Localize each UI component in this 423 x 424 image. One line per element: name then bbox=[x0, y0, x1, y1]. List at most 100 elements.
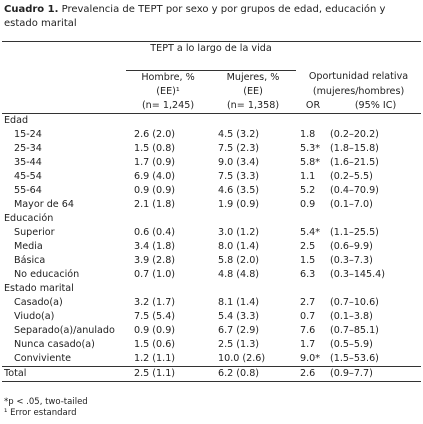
cell: 0.6 (0.4) bbox=[134, 226, 176, 238]
cell: 1.8 bbox=[300, 128, 316, 140]
table-row: Básica 3.9 (2.8) 5.8 (2.0) 1.5 (0.3–7.3) bbox=[2, 254, 421, 268]
cell: 1.1 bbox=[300, 170, 316, 182]
cell bbox=[2, 56, 126, 70]
cell: 2.5 (1.1) bbox=[126, 365, 210, 381]
cell: 1.7 bbox=[300, 338, 316, 350]
table-row: 55-64 0.9 (0.9) 4.6 (3.5) 5.2 (0.4–70.9) bbox=[2, 184, 421, 198]
table-row: (EE)¹ (EE) (mujeres/hombres) bbox=[2, 85, 421, 99]
table-row: No educación 0.7 (1.0) 4.8 (4.8) 6.3 (0.3–14… bbox=[2, 268, 421, 282]
cell: 3.9 (2.8) bbox=[134, 254, 176, 266]
table-row: Conviviente 1.2 (1.1) 10.0 (2.6) 9.0* (1.5–5… bbox=[2, 352, 421, 367]
cell: 5.3* bbox=[300, 142, 321, 154]
column-header: Mujeres, % bbox=[226, 71, 280, 83]
table-row: Superior 0.6 (0.4) 3.0 (1.2) 5.4* (1.1–25.5) bbox=[2, 226, 421, 240]
cell: 2.5 bbox=[300, 240, 316, 252]
cell: 5.4* bbox=[300, 226, 321, 238]
row-label: Total bbox=[2, 365, 126, 381]
row-label: 35-44 bbox=[14, 156, 42, 168]
row-label: Casado(a) bbox=[14, 296, 63, 308]
table-row: 25-34 1.5 (0.8) 7.5 (2.3) 5.3* (1.8–15.8) bbox=[2, 142, 421, 156]
cell: 7.5 (2.3) bbox=[218, 142, 260, 154]
section-header: Estado marital bbox=[4, 282, 74, 294]
title: Cuadro 1. Prevalencia de TEPT por sexo y… bbox=[4, 3, 420, 31]
table-row: Viudo(a) 7.5 (5.4) 5.4 (3.3) 0.7 (0.1–3.8) bbox=[2, 310, 421, 324]
cell: 1.7 (0.9) bbox=[134, 156, 176, 168]
cell: 3.4 (1.8) bbox=[134, 240, 176, 252]
cell: (0.1–3.8) bbox=[330, 310, 373, 322]
cell: 6.2 (0.8) bbox=[210, 365, 297, 381]
footnote: ¹ Error estandard bbox=[4, 408, 77, 418]
row-label: Mayor de 64 bbox=[14, 198, 74, 210]
cell bbox=[2, 99, 126, 114]
row-label: No educación bbox=[14, 268, 80, 280]
cell: 0.9 (0.9) bbox=[134, 184, 176, 196]
table-row: Total 2.5 (1.1) 6.2 (0.8) 2.6 (0.9–7.7) bbox=[2, 365, 422, 381]
column-header: (n= 1,358) bbox=[226, 99, 280, 111]
table-row: Mayor de 64 2.1 (1.8) 1.9 (0.9) 0.9 (0.1–7.0… bbox=[2, 198, 421, 212]
table-row: 15-24 2.6 (2.0) 4.5 (3.2) 1.8 (0.2–20.2) bbox=[2, 128, 421, 142]
cell bbox=[296, 41, 422, 56]
cell: 10.0 (2.6) bbox=[218, 352, 266, 364]
cell: 7.5 (5.4) bbox=[134, 310, 176, 322]
row-label: Nunca casado(a) bbox=[14, 338, 95, 350]
cell: 2.7 bbox=[300, 296, 316, 308]
cell: (0.5–5.9) bbox=[330, 338, 373, 350]
section-header: Educación bbox=[4, 212, 54, 224]
table-row: Nunca casado(a) 1.5 (0.6) 2.5 (1.3) 1.7 (0.5… bbox=[2, 338, 421, 352]
table-row: Casado(a) 3.2 (1.7) 8.1 (1.4) 2.7 (0.7–10.6) bbox=[2, 296, 421, 310]
column-header: (mujeres/hombres) bbox=[312, 85, 405, 97]
cell: (0.7–10.6) bbox=[330, 296, 379, 308]
column-header: Hombre, % bbox=[141, 71, 195, 83]
cell: 2.6 bbox=[296, 365, 331, 381]
cell: (0.3–145.4) bbox=[330, 268, 386, 280]
row-label: 45-54 bbox=[14, 170, 42, 182]
cell bbox=[2, 70, 126, 85]
cell: (0.1–7.0) bbox=[330, 198, 373, 210]
cell: 8.1 (1.4) bbox=[218, 296, 260, 308]
table-row: TEPT a lo largo de la vida bbox=[2, 41, 422, 56]
cell: 8.0 (1.4) bbox=[218, 240, 260, 252]
cell: 4.6 (3.5) bbox=[218, 184, 260, 196]
row-label: Media bbox=[14, 240, 43, 252]
cell: 5.8 (2.0) bbox=[218, 254, 260, 266]
table: TEPT a lo largo de la vida Hombre, % Mujer… bbox=[2, 41, 422, 382]
cell: 1.5 (0.6) bbox=[134, 338, 176, 350]
cell: 4.8 (4.8) bbox=[218, 268, 260, 280]
table-row: Edad bbox=[2, 113, 421, 128]
table-row: Separado(a)/anulado 0.9 (0.9) 6.7 (2.9) 7.6… bbox=[2, 324, 421, 338]
cell: 0.7 bbox=[300, 310, 316, 322]
column-header: (95% IC) bbox=[354, 99, 397, 111]
cell bbox=[2, 85, 126, 99]
cell: (1.1–25.5) bbox=[330, 226, 379, 238]
cell: 3.0 (1.2) bbox=[218, 226, 260, 238]
cell: 1.9 (0.9) bbox=[218, 198, 260, 210]
table-row: 35-44 1.7 (0.9) 9.0 (3.4) 5.8* (1.6–21.5) bbox=[2, 156, 421, 170]
cell: (0.9–7.7) bbox=[330, 365, 422, 381]
cell: 0.9 bbox=[300, 198, 316, 210]
row-label: Conviviente bbox=[14, 352, 71, 364]
cell: 5.4 (3.3) bbox=[218, 310, 260, 322]
cell: 6.7 (2.9) bbox=[218, 324, 260, 336]
column-header: OR bbox=[305, 99, 321, 111]
cell: 5.2 bbox=[300, 184, 316, 196]
cell: 7.5 (3.3) bbox=[218, 170, 260, 182]
cell: 0.9 (0.9) bbox=[134, 324, 176, 336]
row-label: Separado(a)/anulado bbox=[14, 324, 115, 336]
cell: 5.8* bbox=[300, 156, 321, 168]
cell: 9.0* bbox=[300, 352, 321, 364]
cell: (0.7–85.1) bbox=[330, 324, 379, 336]
cell: (0.4–70.9) bbox=[330, 184, 379, 196]
cell: 2.5 (1.3) bbox=[218, 338, 260, 350]
table-row: (n= 1,245) (n= 1,358) OR (95% IC) bbox=[2, 99, 422, 114]
row-label: Viudo(a) bbox=[14, 310, 55, 322]
table-row: 45-54 6.9 (4.0) 7.5 (3.3) 1.1 (0.2–5.5) bbox=[2, 170, 421, 184]
column-header: (n= 1,245) bbox=[141, 99, 195, 111]
cell: 6.9 (4.0) bbox=[134, 170, 176, 182]
row-label: 25-34 bbox=[14, 142, 42, 154]
cell bbox=[2, 41, 126, 56]
cell: (0.6–9.9) bbox=[330, 240, 373, 252]
column-header: (EE) bbox=[243, 85, 263, 97]
row-label: 55-64 bbox=[14, 184, 42, 196]
column-header: Oportunidad relativa bbox=[308, 71, 409, 83]
